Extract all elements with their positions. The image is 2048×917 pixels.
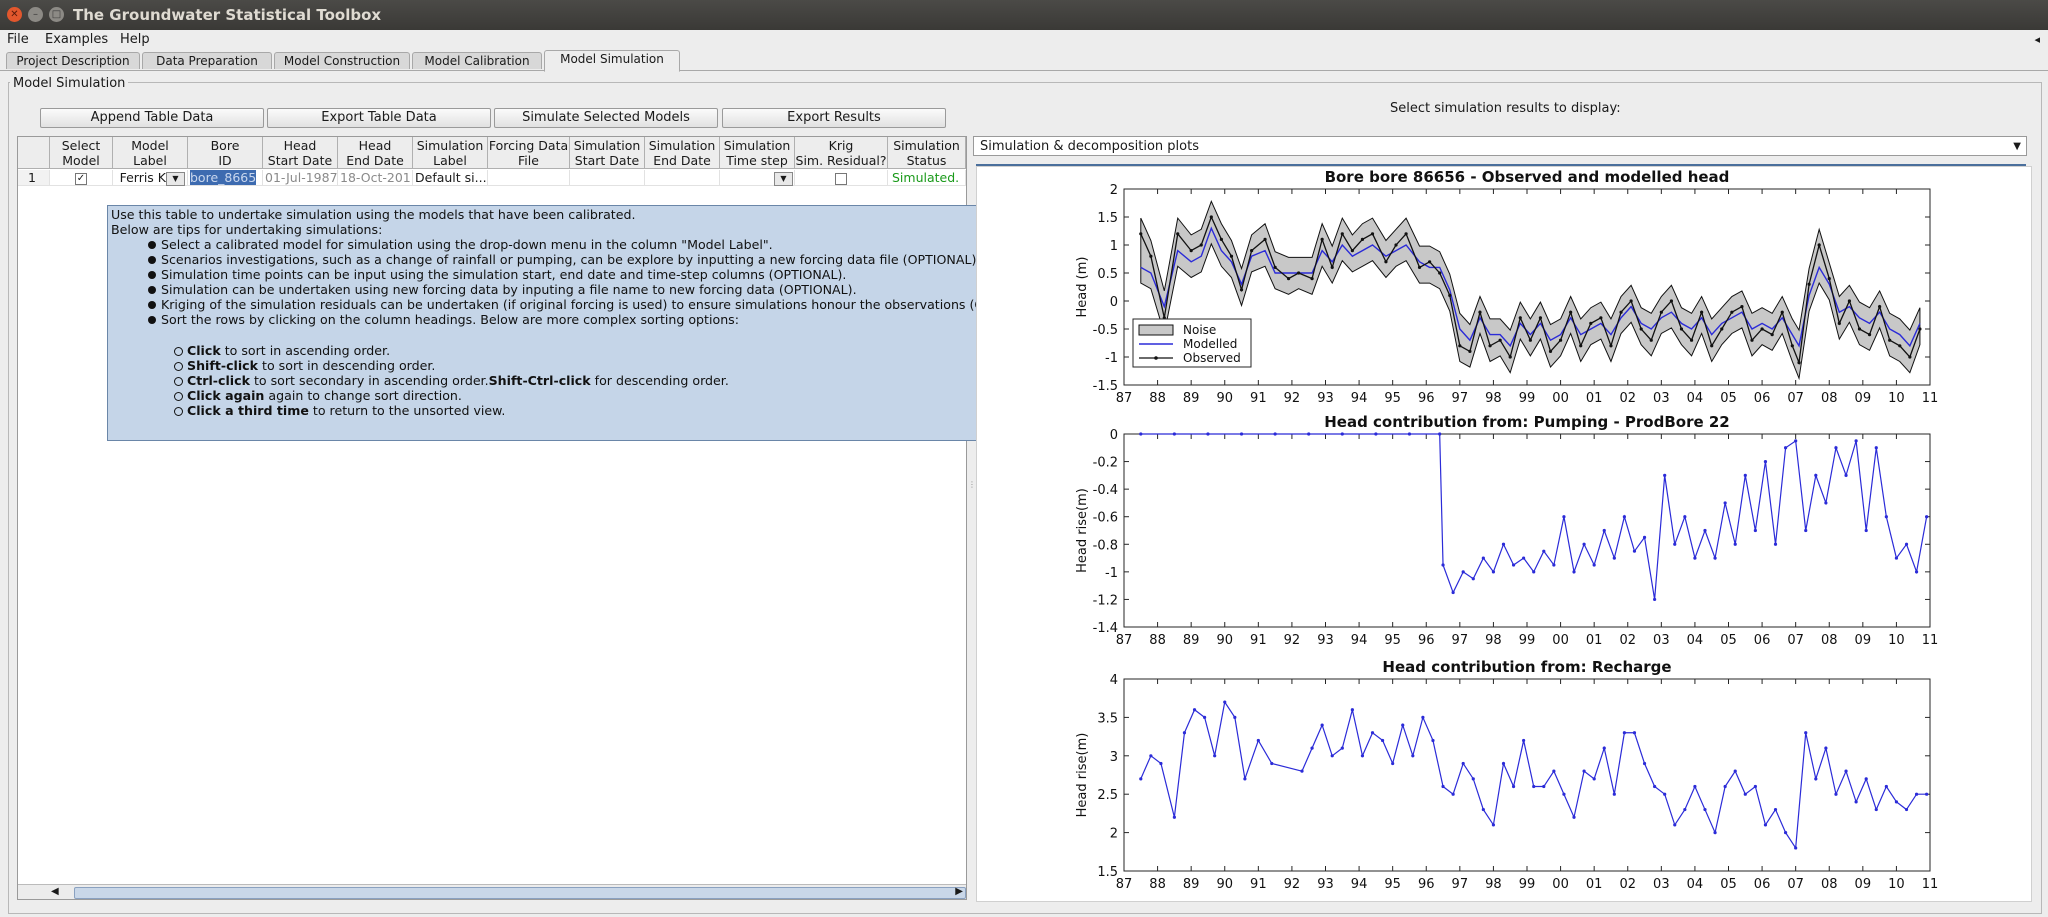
tooltip-intro-2: Below are tips for undertaking simulatio… [111, 222, 383, 237]
plot-area [976, 166, 2032, 902]
col-header-simulation-end-date[interactable]: Simulation End Date [645, 137, 720, 169]
bullet-icon [148, 271, 156, 279]
menu-bar: File Examples Help ◂ [0, 30, 2048, 50]
col-header-simulation-time-step[interactable]: Simulation Time step [720, 137, 795, 169]
circle-bullet-icon [174, 407, 183, 416]
tooltip-tip: Scenarios investigations, such as a chan… [161, 252, 981, 267]
sort-tip: Click a third time to return to the unso… [187, 403, 506, 418]
tab-bar: Project Description Data Preparation Mod… [0, 50, 2048, 72]
append-table-data-button[interactable]: Append Table Data [40, 108, 264, 128]
model-label-dropdown-button[interactable]: ▼ [166, 172, 185, 186]
splitter-handle-icon[interactable]: ⋮ [968, 480, 976, 489]
row-number: 1 [18, 170, 50, 186]
simulation-start-date-cell[interactable] [570, 170, 645, 186]
display-select-label: Select simulation results to display: [1390, 101, 1621, 116]
col-header-forcing-data-file[interactable]: Forcing Data File [488, 137, 570, 169]
tooltip-tip: Select a calibrated model for simulation… [161, 237, 773, 252]
sort-tip: Click to sort in ascending order. [187, 343, 391, 358]
col-header-simulation-status[interactable]: Simulation Status [888, 137, 966, 169]
export-table-data-button[interactable]: Export Table Data [267, 108, 491, 128]
table-horizontal-scrollbar[interactable]: ◀ ▶ [18, 884, 966, 899]
col-header-bore-id[interactable]: Bore ID [188, 137, 263, 169]
scroll-right-arrow-icon[interactable]: ▶ [955, 886, 963, 897]
tooltip-tip: Kriging of the simulation residuals can … [161, 297, 1048, 312]
simulate-selected-models-button[interactable]: Simulate Selected Models [494, 108, 718, 128]
sort-tip: Shift-click to sort in descending order. [187, 358, 436, 373]
circle-bullet-icon [174, 392, 183, 401]
tab-model-calibration[interactable]: Model Calibration [412, 52, 542, 69]
col-header-simulation-start-date[interactable]: Simulation Start Date [570, 137, 645, 169]
export-results-button[interactable]: Export Results [722, 108, 946, 128]
col-header-select-model[interactable]: Select Model [50, 137, 113, 169]
bore-id-value: bore_8665 [190, 170, 257, 185]
krig-residual-cell [795, 170, 888, 186]
tab-model-simulation[interactable]: Model Simulation [544, 50, 680, 72]
simulation-status-cell: Simulated. [888, 170, 966, 186]
bullet-icon [148, 301, 156, 309]
close-window-button[interactable]: ✕ [7, 7, 22, 22]
krig-residual-checkbox[interactable] [835, 172, 847, 185]
time-step-dropdown-button[interactable]: ▼ [774, 172, 793, 186]
circle-bullet-icon [174, 362, 183, 371]
head-end-date-cell: 18-Oct-201 [338, 170, 413, 186]
help-tooltip: Use this table to undertake simulation u… [107, 205, 1047, 441]
sort-tip: Ctrl-click to sort secondary in ascendin… [187, 373, 729, 388]
bullet-icon [148, 286, 156, 294]
display-select-dropdown[interactable]: Simulation & decomposition plots ▼ [973, 136, 2027, 156]
bullet-icon [148, 316, 156, 324]
simulation-time-step-cell[interactable] [720, 170, 795, 186]
bullet-icon [148, 256, 156, 264]
sort-tip: Click again again to change sort directi… [187, 388, 462, 403]
tooltip-tip: Simulation can be undertaken using new f… [161, 282, 857, 297]
tab-data-preparation[interactable]: Data Preparation [142, 52, 272, 69]
forcing-data-file-cell[interactable] [488, 170, 570, 186]
col-header-simulation-label[interactable]: Simulation Label [413, 137, 488, 169]
col-header-krig-sim-residual[interactable]: Krig Sim. Residual? [795, 137, 888, 169]
bore-id-cell[interactable]: bore_8665 [188, 170, 263, 186]
row-header-corner [18, 137, 50, 169]
display-select-value: Simulation & decomposition plots [980, 139, 1199, 154]
minimize-window-button[interactable]: – [28, 7, 43, 22]
col-header-head-start-date[interactable]: Head Start Date [263, 137, 338, 169]
tab-model-construction[interactable]: Model Construction [274, 52, 410, 69]
circle-bullet-icon [174, 377, 183, 386]
window-title: The Groundwater Statistical Toolbox [73, 6, 382, 24]
chevron-down-icon: ▼ [2013, 141, 2021, 152]
tooltip-intro: Use this table to undertake simulation u… [111, 207, 636, 222]
title-bar: ✕ – □ The Groundwater Statistical Toolbo… [0, 0, 2048, 30]
bullet-icon [148, 241, 156, 249]
scrollbar-thumb[interactable] [74, 887, 966, 899]
model-label-value: Ferris K [119, 170, 166, 185]
separator [976, 164, 2026, 166]
col-header-head-end-date[interactable]: Head End Date [338, 137, 413, 169]
select-model-checkbox[interactable]: ✓ [75, 172, 87, 185]
simulation-end-date-cell[interactable] [645, 170, 720, 186]
panel-title: Model Simulation [10, 76, 129, 91]
simulation-label-cell[interactable]: Default si... [413, 170, 488, 186]
tab-project-description[interactable]: Project Description [6, 52, 140, 69]
menu-file[interactable]: File [7, 32, 29, 47]
select-model-cell: ✓ [50, 170, 113, 186]
menu-help[interactable]: Help [120, 32, 150, 47]
model-label-cell[interactable]: Ferris K [113, 170, 188, 186]
maximize-window-button[interactable]: □ [49, 7, 64, 22]
toolbar-overflow-icon[interactable]: ◂ [2034, 33, 2040, 46]
col-header-model-label[interactable]: Model Label [113, 137, 188, 169]
tooltip-tip: Sort the rows by clicking on the column … [161, 312, 739, 327]
menu-examples[interactable]: Examples [45, 32, 109, 47]
tooltip-tip: Simulation time points can be input usin… [161, 267, 847, 282]
scroll-left-arrow-icon[interactable]: ◀ [51, 886, 59, 897]
model-simulation-panel [8, 82, 2042, 914]
circle-bullet-icon [174, 347, 183, 356]
head-start-date-cell: 01-Jul-1987 [263, 170, 338, 186]
